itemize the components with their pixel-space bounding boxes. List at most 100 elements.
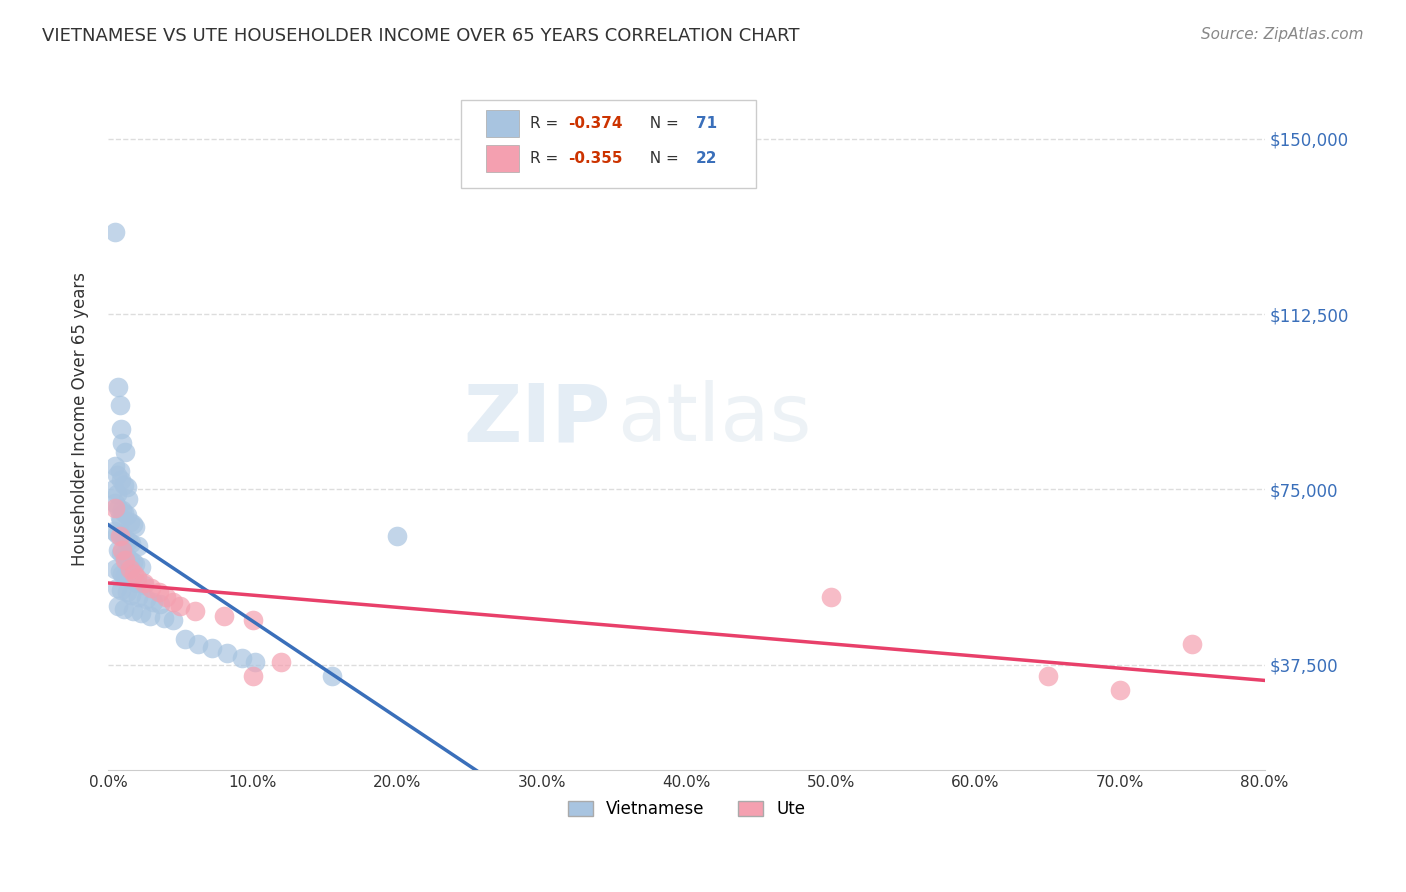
Point <box>112 601 135 615</box>
Point <box>115 550 138 565</box>
Point <box>111 566 134 581</box>
Point <box>104 562 127 576</box>
Point <box>112 477 135 491</box>
Point <box>125 576 148 591</box>
Point <box>104 458 127 473</box>
FancyBboxPatch shape <box>486 110 519 136</box>
Point <box>125 571 148 585</box>
Point <box>215 646 238 660</box>
Point <box>148 585 170 599</box>
Point <box>122 566 145 581</box>
Point <box>105 581 128 595</box>
Point <box>153 611 176 625</box>
Point <box>115 508 138 522</box>
Point <box>121 604 143 618</box>
Point <box>103 524 125 539</box>
Point <box>108 529 131 543</box>
Point <box>111 503 134 517</box>
Point <box>124 558 146 572</box>
Point <box>242 613 264 627</box>
Point <box>201 641 224 656</box>
Text: N =: N = <box>640 151 683 166</box>
Point <box>242 669 264 683</box>
Legend: Vietnamese, Ute: Vietnamese, Ute <box>561 794 811 825</box>
Point <box>108 398 131 412</box>
Point <box>104 501 127 516</box>
Point <box>110 513 132 527</box>
Point <box>245 656 267 670</box>
Point <box>124 520 146 534</box>
Point <box>111 529 134 543</box>
Point <box>104 496 127 510</box>
Point <box>162 613 184 627</box>
Point <box>129 607 152 621</box>
Point <box>105 468 128 483</box>
Point <box>114 569 136 583</box>
Point <box>118 515 141 529</box>
Point <box>108 464 131 478</box>
Point <box>134 578 156 592</box>
Point <box>1109 683 1132 698</box>
Point <box>120 536 142 550</box>
Point <box>141 581 163 595</box>
Point <box>231 650 253 665</box>
Point <box>110 545 132 559</box>
Point <box>142 594 165 608</box>
Point <box>117 533 139 548</box>
Point <box>129 559 152 574</box>
Point <box>120 588 142 602</box>
Point <box>104 225 127 239</box>
Point <box>270 656 292 670</box>
Text: R =: R = <box>530 151 564 166</box>
Point <box>118 562 141 576</box>
Point <box>110 473 132 487</box>
Text: R =: R = <box>530 116 564 131</box>
Point <box>117 571 139 585</box>
Point <box>114 552 136 566</box>
Point <box>108 510 131 524</box>
Point <box>173 632 195 646</box>
Text: 71: 71 <box>696 116 717 131</box>
Point <box>1036 669 1059 683</box>
Point <box>108 564 131 578</box>
Point <box>162 594 184 608</box>
Text: Source: ZipAtlas.com: Source: ZipAtlas.com <box>1201 27 1364 42</box>
Point <box>184 604 207 618</box>
Point <box>107 379 129 393</box>
Point <box>107 543 129 558</box>
Point <box>112 506 135 520</box>
FancyBboxPatch shape <box>486 145 519 172</box>
Point <box>107 599 129 614</box>
Point <box>103 483 125 497</box>
Text: N =: N = <box>640 116 683 131</box>
Point <box>114 532 136 546</box>
Point <box>122 574 145 588</box>
Point <box>212 608 235 623</box>
Point <box>111 435 134 450</box>
Point <box>187 637 209 651</box>
Point <box>114 445 136 459</box>
Text: VIETNAMESE VS UTE HOUSEHOLDER INCOME OVER 65 YEARS CORRELATION CHART: VIETNAMESE VS UTE HOUSEHOLDER INCOME OVE… <box>42 27 800 45</box>
Point <box>127 590 149 604</box>
Point <box>321 669 343 683</box>
FancyBboxPatch shape <box>461 100 755 188</box>
Point <box>149 597 172 611</box>
Text: 22: 22 <box>696 151 717 166</box>
Point <box>169 599 191 614</box>
Text: -0.355: -0.355 <box>568 151 623 166</box>
Text: ZIP: ZIP <box>464 380 612 458</box>
Point <box>117 491 139 506</box>
Point <box>111 543 134 558</box>
Point <box>121 555 143 569</box>
Point <box>115 585 138 599</box>
Point <box>105 526 128 541</box>
Point <box>107 501 129 516</box>
Point <box>139 608 162 623</box>
Point <box>115 480 138 494</box>
Point <box>105 487 128 501</box>
Y-axis label: Householder Income Over 65 years: Householder Income Over 65 years <box>72 272 89 566</box>
Text: -0.374: -0.374 <box>568 116 623 131</box>
Point <box>118 552 141 566</box>
Point <box>110 582 132 597</box>
Point <box>121 517 143 532</box>
